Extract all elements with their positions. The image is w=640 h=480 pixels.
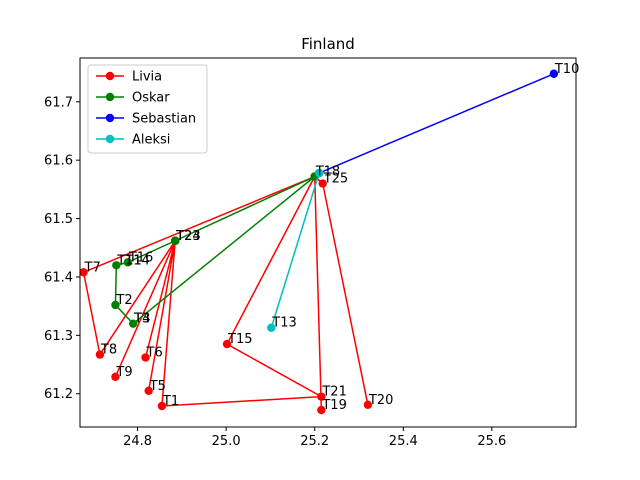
data-point-livia bbox=[363, 400, 373, 410]
legend-swatch-marker bbox=[105, 71, 115, 81]
series-line-sebastian bbox=[318, 73, 555, 174]
data-point-livia bbox=[95, 350, 105, 359]
data-point-oskar bbox=[123, 258, 133, 267]
legend-swatch-marker bbox=[105, 113, 115, 123]
legend-swatch-marker bbox=[105, 134, 115, 144]
legend-swatch-marker bbox=[105, 92, 115, 102]
legend-item-aleksi: Aleksi bbox=[96, 133, 170, 148]
x-tick-label: 25.0 bbox=[212, 434, 241, 449]
data-point-sebastian bbox=[549, 69, 559, 78]
data-point-oskar bbox=[111, 300, 120, 310]
data-point-livia bbox=[222, 339, 232, 349]
legend-label: Livia bbox=[132, 70, 162, 85]
point-label-t7: T7 bbox=[84, 260, 101, 275]
legend-item-sebastian: Sebastian bbox=[96, 112, 196, 127]
series-aleksi bbox=[267, 168, 324, 332]
data-point-livia bbox=[79, 268, 88, 277]
x-tick-label: 25.2 bbox=[300, 434, 329, 449]
y-tick-label: 61.7 bbox=[44, 95, 73, 110]
legend-box bbox=[87, 64, 208, 154]
axes-frame bbox=[79, 57, 577, 428]
x-tick-label: 25.6 bbox=[477, 434, 506, 449]
legend-item-oskar: Oskar bbox=[96, 91, 170, 106]
legend-label: Sebastian bbox=[132, 112, 196, 127]
data-point-livia bbox=[317, 405, 326, 415]
point-label-t14: T14 bbox=[124, 253, 149, 268]
data-point-livia bbox=[317, 392, 326, 401]
y-tick-label: 61.2 bbox=[44, 387, 73, 402]
point-label-t5: T5 bbox=[149, 379, 166, 394]
data-point-livia bbox=[144, 386, 153, 395]
y-tick-label: 61.5 bbox=[44, 212, 73, 227]
data-point-oskar bbox=[171, 236, 180, 245]
point-label-t13: T13 bbox=[271, 316, 296, 331]
point-label-t3: T3 bbox=[133, 312, 150, 327]
point-label-t25: T25 bbox=[323, 172, 348, 187]
x-tick-label: 24.8 bbox=[123, 434, 152, 449]
data-point-oskar bbox=[128, 319, 138, 328]
legend-label: Aleksi bbox=[132, 133, 170, 148]
data-point-livia bbox=[141, 353, 150, 362]
data-point-oskar bbox=[112, 261, 121, 270]
point-label-t11: T11 bbox=[116, 253, 141, 268]
legend: Livia Oskar Sebastian Aleksi bbox=[87, 64, 208, 154]
x-tick-label: 25.4 bbox=[389, 434, 418, 449]
point-label-t4: T4 bbox=[133, 312, 150, 327]
point-label-t1: T1 bbox=[162, 394, 179, 409]
series-layer bbox=[79, 69, 559, 415]
series-line-aleksi bbox=[270, 172, 320, 328]
point-label-t2: T2 bbox=[115, 293, 132, 308]
point-label-t16: T16 bbox=[128, 250, 153, 265]
point-label-t15: T15 bbox=[227, 332, 252, 347]
legend-item-livia: Livia bbox=[96, 70, 162, 85]
point-label-t20: T20 bbox=[368, 393, 393, 408]
x-axis: 24.8 25.0 25.2 25.4 25.6 bbox=[123, 427, 506, 449]
y-tick-label: 61.4 bbox=[44, 270, 73, 285]
point-label-t8: T8 bbox=[100, 343, 117, 358]
y-tick-label: 61.6 bbox=[44, 154, 73, 169]
point-label-t6: T6 bbox=[146, 346, 163, 361]
series-line-livia bbox=[82, 175, 369, 411]
y-tick-label: 61.3 bbox=[44, 329, 73, 344]
data-point-livia bbox=[157, 401, 167, 411]
legend-label: Oskar bbox=[132, 91, 170, 106]
data-point-aleksi bbox=[314, 168, 324, 178]
point-label-t24: T24 bbox=[175, 229, 200, 244]
y-axis: 61.2 61.3 61.4 61.5 61.6 61.7 bbox=[44, 95, 80, 402]
point-label-t10: T10 bbox=[554, 62, 579, 77]
data-point-livia bbox=[111, 372, 120, 381]
point-label-t9: T9 bbox=[115, 365, 132, 380]
point-label-t23: T23 bbox=[175, 229, 200, 244]
data-point-livia bbox=[318, 179, 327, 188]
data-point-aleksi bbox=[267, 323, 276, 332]
point-label-t21: T21 bbox=[321, 385, 346, 400]
point-label-t18: T18 bbox=[315, 165, 340, 180]
chart-title: Finland bbox=[301, 35, 355, 53]
point-label-t19: T19 bbox=[321, 398, 346, 413]
